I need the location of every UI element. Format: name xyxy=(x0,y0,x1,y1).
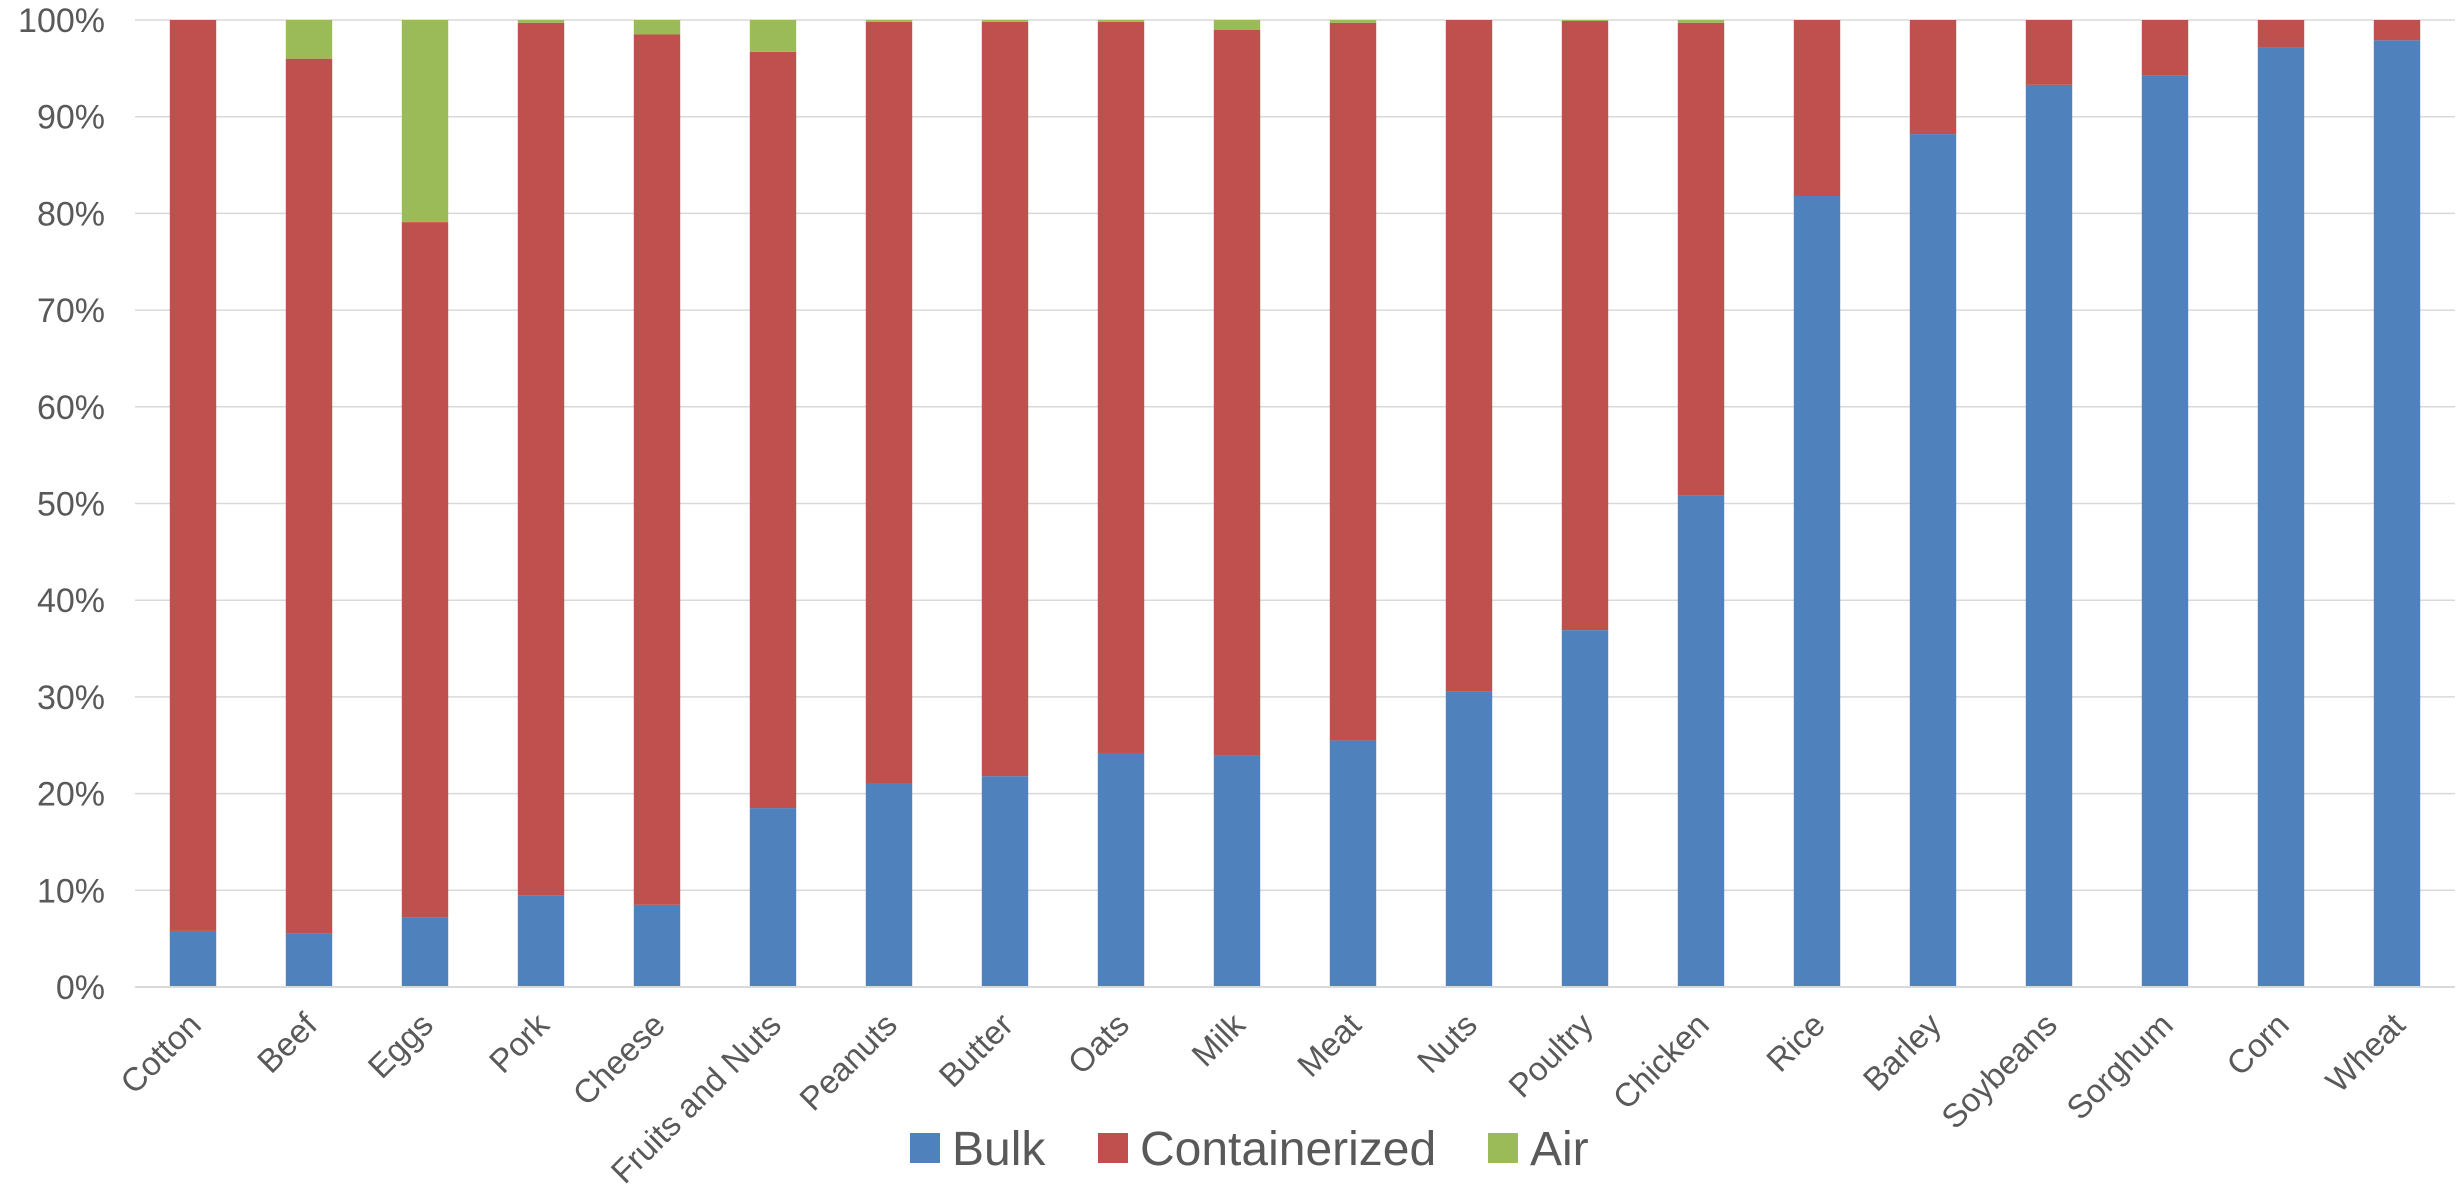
bar-segment-air xyxy=(865,20,913,22)
legend-label-air: Air xyxy=(1530,1123,1589,1176)
x-tick-label: Barley xyxy=(1856,1005,1949,1098)
bar-segment-bulk xyxy=(633,904,681,987)
bar-segment-air xyxy=(517,20,565,23)
bar-segment-bulk xyxy=(169,930,217,987)
bar-segment-bulk xyxy=(1097,752,1145,987)
bar-segment-bulk xyxy=(401,917,449,987)
bar-segment-air xyxy=(749,20,797,52)
bar-segment-bulk xyxy=(2257,47,2305,988)
bar-segment-containerized xyxy=(1097,21,1145,753)
x-tick-label: Meat xyxy=(1290,1006,1368,1084)
bar-segment-air xyxy=(1097,20,1145,22)
bar-segment-containerized xyxy=(1213,29,1261,756)
bar-segment-containerized xyxy=(1677,22,1725,496)
bar-segment-containerized xyxy=(169,20,217,931)
bar-segment-containerized xyxy=(1445,20,1493,692)
bar-segment-air xyxy=(981,20,1029,22)
y-tick-label: 100% xyxy=(18,2,105,40)
x-tick-label: Chicken xyxy=(1605,1006,1715,1116)
bar-segment-bulk xyxy=(865,783,913,987)
bar-segment-air xyxy=(1213,20,1261,30)
y-tick-label: 70% xyxy=(37,292,105,330)
gridlines xyxy=(135,19,2455,892)
x-tick-label: Peanuts xyxy=(792,1006,904,1118)
bar-segment-bulk xyxy=(1677,495,1725,987)
bar-segment-containerized xyxy=(2373,20,2421,41)
bar-segment-bulk xyxy=(2373,40,2421,987)
bar-segment-air xyxy=(1561,20,1609,21)
bar-segment-bulk xyxy=(1561,630,1609,987)
x-tick-label: Milk xyxy=(1184,1005,1252,1073)
x-tick-label: Oats xyxy=(1060,1006,1135,1081)
bar-segment-containerized xyxy=(2257,20,2305,48)
x-tick-label: Beef xyxy=(250,1005,325,1080)
legend-label-bulk: Bulk xyxy=(952,1123,1046,1176)
y-tick-label: 40% xyxy=(37,582,105,620)
bar-segment-containerized xyxy=(1793,20,1841,196)
legend-swatch-air xyxy=(1488,1133,1518,1163)
bar-segment-containerized xyxy=(1329,22,1377,741)
x-tick-label: Eggs xyxy=(361,1006,440,1085)
bar-segment-bulk xyxy=(1213,755,1261,987)
bar-segment-air xyxy=(401,20,449,223)
bar-segment-air xyxy=(633,20,681,35)
bars xyxy=(169,20,2421,988)
bar-segment-containerized xyxy=(1909,20,1957,135)
y-tick-label: 50% xyxy=(37,486,105,524)
bar-segment-containerized xyxy=(2141,20,2189,76)
x-tick-label: Corn xyxy=(2219,1006,2296,1083)
y-tick-label: 0% xyxy=(56,969,105,1007)
bar-segment-containerized xyxy=(401,222,449,918)
y-tick-label: 90% xyxy=(37,99,105,137)
legend-swatch-containerized xyxy=(1098,1133,1128,1163)
x-tick-label: Rice xyxy=(1759,1006,1832,1079)
bar-segment-air xyxy=(285,20,333,59)
bar-segment-containerized xyxy=(2025,20,2073,85)
bar-segment-bulk xyxy=(285,933,333,987)
bar-segment-bulk xyxy=(1793,195,1841,987)
y-tick-label: 30% xyxy=(37,679,105,717)
y-tick-label: 10% xyxy=(37,872,105,910)
x-tick-label: Nuts xyxy=(1410,1006,1484,1080)
y-axis-tick-labels: 0% 10% 20% 30% 40% 50% 60% 70% 80% 90% 100% xyxy=(18,2,105,1007)
bar-segment-containerized xyxy=(865,21,913,784)
y-tick-label: 60% xyxy=(37,389,105,427)
bar-segment-containerized xyxy=(633,34,681,905)
legend-swatch-bulk xyxy=(910,1133,940,1163)
y-tick-label: 20% xyxy=(37,776,105,814)
bar-segment-bulk xyxy=(749,808,797,987)
y-tick-label: 80% xyxy=(37,195,105,233)
bar-segment-bulk xyxy=(2025,84,2073,987)
x-tick-label: Sorghum xyxy=(2059,1006,2180,1127)
x-tick-label: Pork xyxy=(482,1005,556,1079)
bar-segment-bulk xyxy=(517,895,565,987)
x-tick-label: Cotton xyxy=(113,1006,208,1101)
bar-segment-containerized xyxy=(981,21,1029,777)
bar-segment-containerized xyxy=(517,22,565,896)
x-tick-label: Wheat xyxy=(2318,1006,2412,1100)
x-tick-label: Poultry xyxy=(1501,1005,1600,1104)
x-tick-label: Cheese xyxy=(565,1006,672,1113)
legend: Bulk Containerized Air xyxy=(910,1123,1589,1176)
bar-segment-containerized xyxy=(749,51,797,809)
bar-segment-bulk xyxy=(1445,691,1493,987)
bar-segment-containerized xyxy=(285,58,333,934)
legend-label-containerized: Containerized xyxy=(1140,1123,1436,1176)
x-tick-label: Soybeans xyxy=(1934,1006,2064,1136)
bar-segment-bulk xyxy=(981,776,1029,987)
bar-segment-containerized xyxy=(1561,20,1609,631)
bar-segment-bulk xyxy=(2141,75,2189,987)
bar-segment-bulk xyxy=(1909,134,1957,987)
x-tick-label: Butter xyxy=(932,1006,1020,1094)
bar-segment-air xyxy=(1677,20,1725,23)
bar-segment-air xyxy=(1329,20,1377,23)
bar-segment-bulk xyxy=(1329,740,1377,987)
